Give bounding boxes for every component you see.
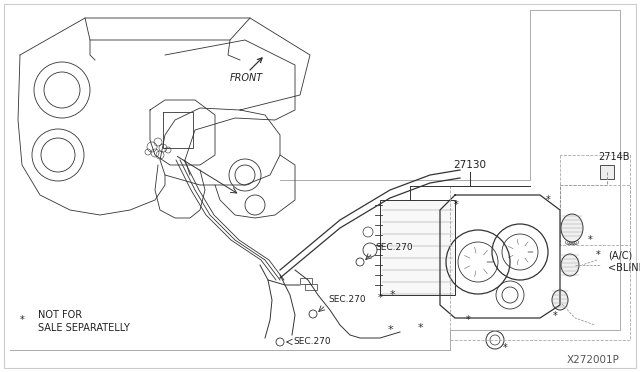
Text: *: * xyxy=(454,200,458,210)
Text: 27130: 27130 xyxy=(454,160,486,170)
Text: *: * xyxy=(389,290,395,300)
Text: *: * xyxy=(596,250,600,260)
Text: X272001P: X272001P xyxy=(567,355,620,365)
Text: *: * xyxy=(20,315,24,325)
Text: SALE SEPARATELLY: SALE SEPARATELLY xyxy=(38,323,130,333)
Text: *: * xyxy=(546,195,550,205)
Bar xyxy=(600,165,614,179)
Text: (A/C): (A/C) xyxy=(608,250,632,260)
Text: <BLIND>: <BLIND> xyxy=(608,263,640,273)
Text: *: * xyxy=(552,311,557,321)
Text: 2714B: 2714B xyxy=(598,152,630,162)
Text: *: * xyxy=(387,325,393,335)
Bar xyxy=(300,278,312,284)
Text: SEC.270: SEC.270 xyxy=(328,295,365,305)
Ellipse shape xyxy=(561,214,583,242)
Text: *: * xyxy=(502,343,508,353)
Text: FRONT: FRONT xyxy=(230,73,263,83)
Text: *: * xyxy=(466,315,470,325)
Text: *: * xyxy=(588,235,593,245)
Bar xyxy=(305,284,317,290)
Ellipse shape xyxy=(552,290,568,310)
Text: *: * xyxy=(417,323,423,333)
Bar xyxy=(380,200,455,295)
Text: *: * xyxy=(378,293,382,303)
Text: NOT FOR: NOT FOR xyxy=(38,310,82,320)
Text: SEC.270: SEC.270 xyxy=(293,337,331,346)
Text: SEC.270: SEC.270 xyxy=(375,244,413,253)
Ellipse shape xyxy=(561,254,579,276)
